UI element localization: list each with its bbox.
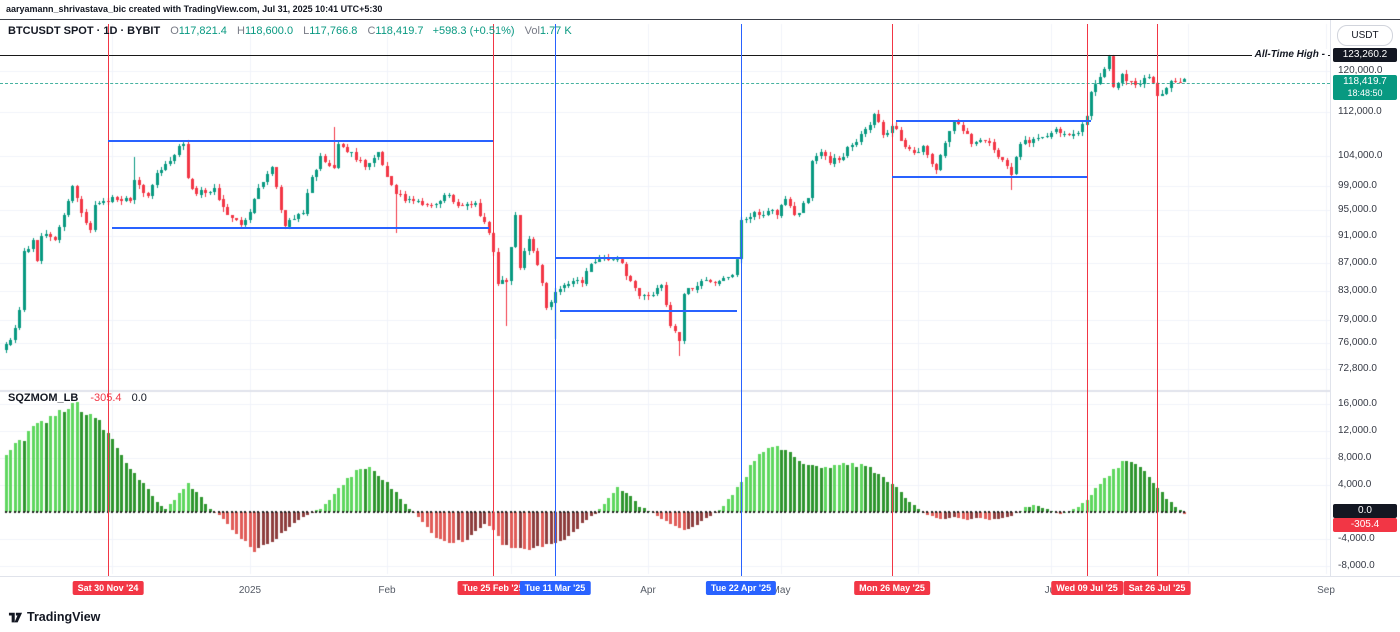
date-marker-badge[interactable]: Sat 26 Jul '25 xyxy=(1123,581,1191,595)
indicator-tick-label: 8,000.0 xyxy=(1338,452,1372,463)
indicator-tick-label: 16,000.0 xyxy=(1338,398,1377,409)
chart-top-border xyxy=(0,19,1400,20)
range-line[interactable] xyxy=(112,227,489,229)
price-axis[interactable]: USDT 123,260.2 118,419.7 18:48:50 0.0 -3… xyxy=(1330,20,1400,576)
volume-value: 1.77 K xyxy=(539,25,572,37)
main-legend: BTCUSDT SPOT · 1D · BYBIT O117,821.4 H11… xyxy=(8,25,572,37)
price-tick-label: 83,000.0 xyxy=(1338,285,1377,296)
low-value: 117,766.8 xyxy=(309,25,358,37)
ath-price-badge: 123,260.2 xyxy=(1333,48,1397,62)
price-tick-label: 91,000.0 xyxy=(1338,230,1377,241)
month-label: May xyxy=(771,585,791,596)
current-price-line xyxy=(0,83,1330,84)
price-tick-label: 87,000.0 xyxy=(1338,257,1377,268)
indicator-tick-label: 12,000.0 xyxy=(1338,425,1377,436)
all-time-high-label[interactable]: All-Time High - xyxy=(1251,49,1328,60)
open-value: 117,821.4 xyxy=(178,25,227,37)
event-vertical-line-blue[interactable] xyxy=(555,24,556,576)
close-label: C xyxy=(367,25,376,37)
footer-bar: TradingView xyxy=(0,604,1400,632)
tradingview-logo-text: TradingView xyxy=(27,609,101,624)
date-marker-badge[interactable]: Mon 26 May '25 xyxy=(854,581,930,595)
price-tick-label: 72,800.0 xyxy=(1338,363,1377,374)
month-label: Apr xyxy=(640,585,656,596)
attribution-text: aaryamann_shrivastava_bic created with T… xyxy=(0,0,1400,19)
date-marker-badge[interactable]: Tue 11 Mar '25 xyxy=(519,581,591,595)
range-line[interactable] xyxy=(892,176,1087,178)
indicator-tick-label: -8,000.0 xyxy=(1338,560,1375,571)
month-label: 2025 xyxy=(238,585,262,596)
open-label: O xyxy=(170,25,179,37)
tradingview-logo[interactable]: TradingView xyxy=(8,609,100,624)
event-vertical-line-red[interactable] xyxy=(1087,24,1088,576)
range-line[interactable] xyxy=(560,310,737,312)
close-value: 118,419.7 xyxy=(375,25,424,37)
event-vertical-line-red[interactable] xyxy=(1157,24,1158,576)
month-label: Feb xyxy=(378,585,396,596)
price-tick-label: 95,000.0 xyxy=(1338,204,1377,215)
symbol-title[interactable]: BTCUSDT SPOT · 1D · BYBIT xyxy=(8,25,161,37)
indicator-legend: SQZMOM_LB -305.4 0.0 xyxy=(8,392,147,404)
chart-canvas[interactable] xyxy=(0,0,1330,576)
event-vertical-line-blue[interactable] xyxy=(741,24,742,576)
date-marker-badge[interactable]: Tue 22 Apr '25 xyxy=(705,581,777,595)
time-axis[interactable]: 2025 Feb Apr May Jul Sep Sat 30 Nov '24 Tue 25 … xyxy=(0,576,1400,605)
indicator-momentum-value: -305.4 xyxy=(90,392,122,404)
bar-countdown: 18:48:50 xyxy=(1347,88,1383,98)
change-value: +598.3 (+0.51%) xyxy=(432,25,515,37)
event-vertical-line-red[interactable] xyxy=(892,24,893,576)
event-vertical-line-red[interactable] xyxy=(493,24,494,576)
price-tick-label: 99,000.0 xyxy=(1338,180,1377,191)
momentum-value-badge: -305.4 xyxy=(1333,518,1397,532)
date-marker-badge[interactable]: Wed 09 Jul '25 xyxy=(1051,581,1123,595)
price-tick-label: 104,000.0 xyxy=(1338,150,1383,161)
low-label: L xyxy=(303,25,310,37)
price-tick-label: 120,000.0 xyxy=(1338,65,1383,76)
price-tick-label: 79,000.0 xyxy=(1338,314,1377,325)
date-marker-badge[interactable]: Tue 25 Feb '25 xyxy=(457,581,529,595)
high-value: 118,600.0 xyxy=(244,25,294,37)
indicator-tick-label: -4,000.0 xyxy=(1338,533,1375,544)
range-line[interactable] xyxy=(896,120,1091,122)
date-marker-badge[interactable]: Sat 30 Nov '24 xyxy=(72,581,144,595)
squeeze-zero-badge: 0.0 xyxy=(1333,504,1397,518)
indicator-name[interactable]: SQZMOM_LB xyxy=(8,392,79,404)
currency-toggle-button[interactable]: USDT xyxy=(1337,25,1393,46)
event-vertical-line-red[interactable] xyxy=(108,24,109,576)
price-tick-label: 76,000.0 xyxy=(1338,337,1377,348)
month-label: Jul xyxy=(1021,585,1081,596)
tradingview-logo-icon xyxy=(8,612,23,623)
range-line[interactable] xyxy=(555,257,741,259)
high-label: H xyxy=(236,25,245,37)
indicator-squeeze-value: 0.0 xyxy=(131,392,147,404)
month-label: Sep xyxy=(1317,585,1335,596)
indicator-tick-label: 4,000.0 xyxy=(1338,479,1372,490)
last-price-value: 118,419.7 xyxy=(1343,76,1387,87)
volume-label: Vol xyxy=(524,25,540,37)
last-price-badge: 118,419.7 18:48:50 xyxy=(1333,75,1397,100)
range-line[interactable] xyxy=(108,140,493,142)
all-time-high-line[interactable] xyxy=(0,55,1330,56)
price-tick-label: 112,000.0 xyxy=(1338,106,1382,117)
